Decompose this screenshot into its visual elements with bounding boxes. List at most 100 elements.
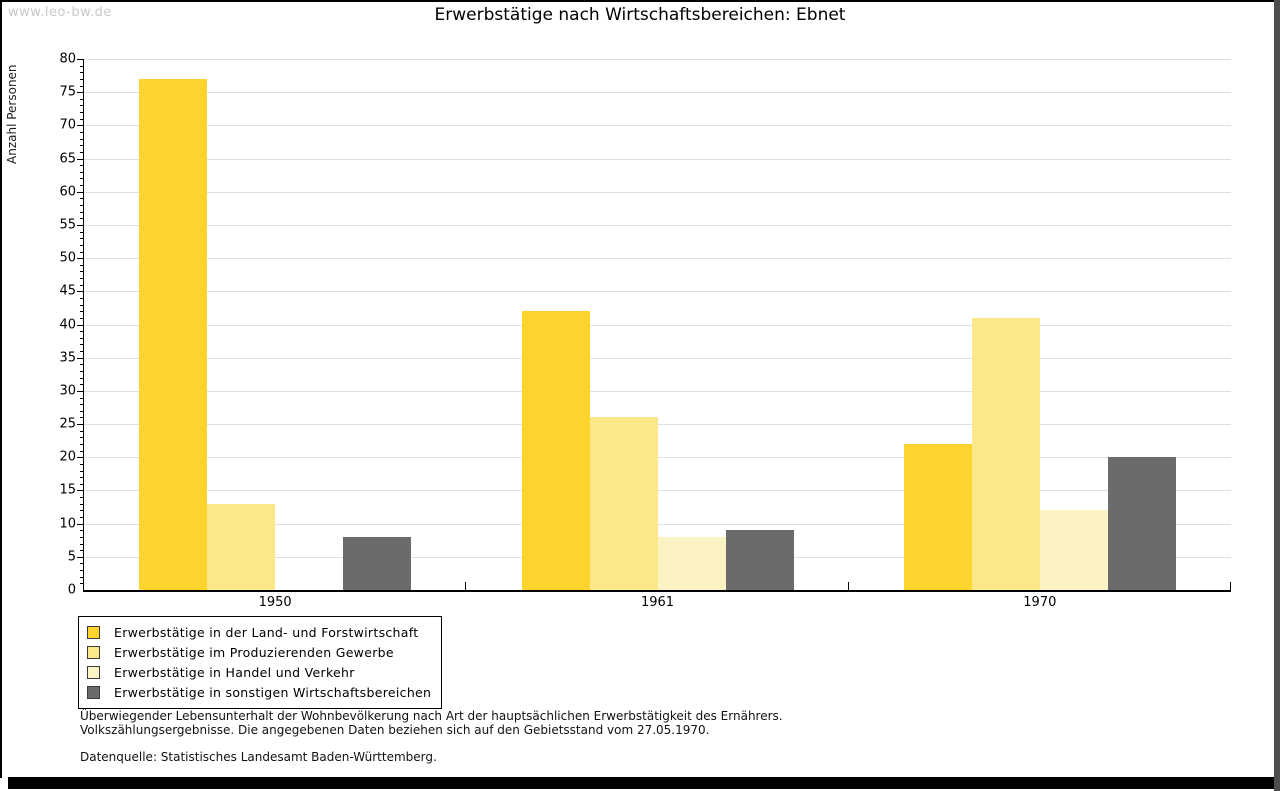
source-note: Datenquelle: Statistisches Landesamt Bad… bbox=[80, 750, 437, 764]
y-minor-tick bbox=[80, 517, 83, 518]
y-minor-tick bbox=[80, 238, 83, 240]
y-minor-tick bbox=[80, 284, 83, 286]
y-minor-tick bbox=[80, 165, 83, 167]
y-axis bbox=[83, 59, 84, 592]
legend-item-1: Erwerbstätige in der Land- und Forstwirt… bbox=[87, 622, 431, 642]
y-minor-tick bbox=[80, 138, 83, 140]
x-boundary-tick bbox=[1230, 582, 1231, 590]
footnote-line-1: Überwiegender Lebensunterhalt der Wohnbe… bbox=[80, 709, 783, 723]
y-major-tick bbox=[77, 390, 83, 392]
y-minor-tick bbox=[80, 470, 83, 472]
y-minor-tick bbox=[80, 145, 83, 147]
y-minor-tick bbox=[80, 85, 83, 87]
y-minor-tick bbox=[80, 118, 83, 120]
y-minor-tick bbox=[80, 271, 83, 273]
y-minor-tick bbox=[80, 370, 83, 372]
y-major-tick bbox=[77, 523, 83, 525]
x-category-label: 1950 bbox=[258, 595, 292, 610]
y-tick-label: 10 bbox=[59, 516, 76, 532]
y-minor-tick bbox=[80, 251, 83, 253]
gridline bbox=[84, 258, 1231, 260]
gridline bbox=[84, 490, 1231, 492]
y-tick-label: 65 bbox=[59, 151, 76, 167]
y-major-tick bbox=[77, 357, 83, 359]
y-tick-label: 80 bbox=[59, 51, 76, 67]
gridline bbox=[84, 158, 1231, 160]
y-minor-tick bbox=[80, 304, 83, 306]
x-category-label: 1961 bbox=[640, 595, 675, 610]
y-minor-tick bbox=[80, 477, 83, 479]
bar-1961-s1 bbox=[521, 311, 590, 590]
y-minor-tick bbox=[80, 510, 83, 512]
y-tick-label: 45 bbox=[59, 283, 76, 299]
gridline bbox=[84, 59, 1231, 60]
y-minor-tick bbox=[80, 264, 83, 266]
y-minor-tick bbox=[80, 72, 83, 74]
legend-swatch-icon bbox=[87, 645, 100, 659]
y-minor-tick bbox=[80, 364, 83, 366]
x-axis bbox=[83, 590, 1231, 592]
y-minor-tick bbox=[80, 278, 83, 280]
gridline bbox=[84, 457, 1231, 459]
legend-box: Erwerbstätige in der Land- und Forstwirt… bbox=[78, 616, 443, 709]
y-minor-tick bbox=[80, 185, 83, 187]
y-tick-label: 50 bbox=[59, 250, 76, 266]
legend-swatch-icon bbox=[87, 685, 100, 699]
y-minor-tick bbox=[80, 463, 83, 465]
chart-title: Erwerbstätige nach Wirtschaftsbereichen:… bbox=[434, 5, 846, 25]
legend-label: Erwerbstätige in der Land- und Forstwirt… bbox=[114, 624, 419, 640]
y-minor-tick bbox=[80, 377, 83, 379]
y-minor-tick bbox=[80, 570, 83, 572]
window-border-top bbox=[0, 0, 1280, 2]
y-minor-tick bbox=[80, 178, 83, 180]
legend-item-3: Erwerbstätige in Handel und Verkehr bbox=[87, 662, 431, 682]
y-tick-label: 70 bbox=[59, 117, 76, 133]
y-minor-tick bbox=[80, 430, 83, 432]
y-minor-tick bbox=[80, 404, 83, 406]
y-tick-label: 15 bbox=[59, 482, 76, 498]
gridline bbox=[84, 224, 1231, 226]
y-minor-tick bbox=[80, 171, 83, 173]
x-boundary-tick bbox=[465, 582, 467, 590]
y-minor-tick bbox=[80, 450, 83, 452]
y-minor-tick bbox=[80, 211, 83, 213]
bar-1950-s1 bbox=[139, 78, 208, 590]
y-tick-label: 35 bbox=[59, 350, 76, 366]
window-border-right bbox=[1274, 0, 1280, 791]
y-minor-tick bbox=[80, 105, 83, 107]
x-category-label: 1970 bbox=[1023, 595, 1057, 610]
y-major-tick bbox=[77, 457, 83, 459]
footnote-line-2: Volkszählungsergebnisse. Die angegebenen… bbox=[80, 723, 710, 737]
y-major-tick bbox=[77, 490, 83, 492]
y-minor-tick bbox=[80, 351, 83, 353]
bar-1961-s3 bbox=[657, 536, 726, 590]
y-minor-tick bbox=[80, 503, 83, 505]
bar-1970-s4 bbox=[1107, 457, 1176, 590]
window-border-bottom bbox=[8, 777, 1274, 789]
y-tick-label: 60 bbox=[59, 184, 76, 200]
y-minor-tick bbox=[80, 443, 83, 445]
y-major-tick bbox=[77, 125, 83, 127]
legend-swatch-icon bbox=[87, 625, 100, 639]
y-minor-tick bbox=[80, 98, 83, 100]
bar-1970-s3 bbox=[1039, 510, 1108, 590]
bar-1950-s4 bbox=[343, 536, 412, 590]
y-major-tick bbox=[77, 324, 83, 326]
site-watermark: www.leo-bw.de bbox=[8, 5, 112, 20]
y-tick-label: 0 bbox=[67, 582, 76, 598]
y-major-tick bbox=[77, 224, 83, 226]
y-major-tick bbox=[77, 258, 83, 260]
gridline bbox=[84, 291, 1231, 293]
legend-label: Erwerbstätige in sonstigen Wirtschaftsbe… bbox=[114, 684, 432, 700]
y-minor-tick bbox=[80, 112, 83, 114]
gridline bbox=[84, 357, 1231, 359]
y-major-tick bbox=[77, 92, 83, 94]
y-axis-title: Anzahl Personen bbox=[5, 64, 19, 164]
y-minor-tick bbox=[80, 331, 83, 333]
legend-item-4: Erwerbstätige in sonstigen Wirtschaftsbe… bbox=[87, 682, 431, 702]
bar-1961-s2 bbox=[589, 417, 658, 590]
y-tick-label: 25 bbox=[59, 416, 76, 432]
y-minor-tick bbox=[80, 483, 83, 485]
bar-1970-s2 bbox=[971, 317, 1040, 590]
y-tick-label: 75 bbox=[59, 84, 76, 100]
